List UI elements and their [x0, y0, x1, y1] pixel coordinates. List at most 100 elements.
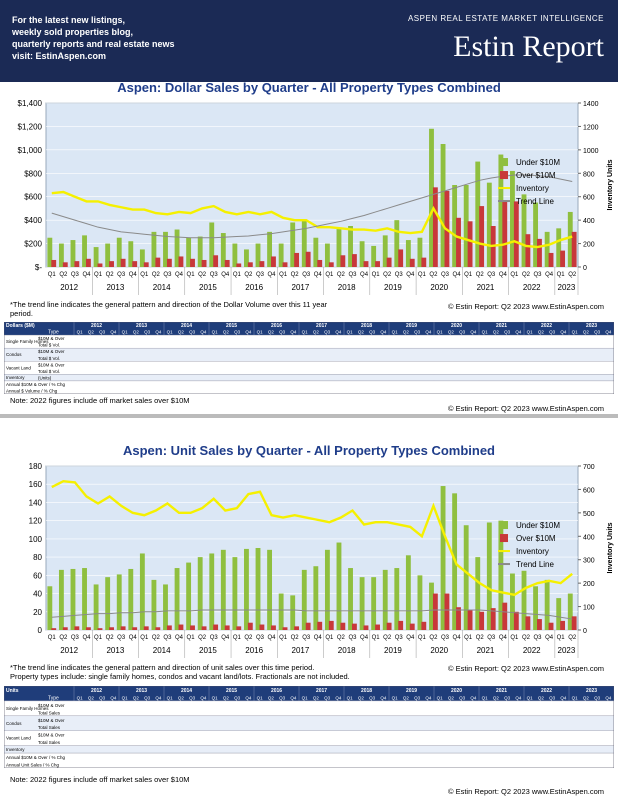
x-tick-label: Q2: [337, 635, 346, 641]
x-tick-label: Q1: [557, 635, 566, 641]
x-tick-label: Q1: [418, 635, 427, 641]
table: Units Type 2012 Q1 Q2 Q3 Q4 2013 Q1 Q2 Q3 Q4 2014 Q1 Q…: [4, 686, 614, 768]
table-year: 2019: [406, 323, 417, 329]
bar: [421, 257, 427, 267]
x-tick-label: Q1: [187, 272, 196, 278]
table-quarter: Q3: [189, 695, 196, 700]
bar: [51, 259, 57, 267]
year-label: 2012: [60, 646, 78, 655]
table-group: Inventory: [6, 375, 25, 380]
bar: [313, 237, 319, 267]
table-quarter: Q4: [245, 330, 252, 335]
bar: [463, 185, 469, 267]
legend-label: Inventory: [516, 184, 549, 193]
x-tick-label: Q1: [325, 635, 334, 641]
table-quarter: Q3: [189, 330, 196, 335]
table-year: 2016: [271, 688, 282, 694]
footnote: Note: 2022 figures include off market sa…: [10, 396, 190, 405]
x-tick-label: Q4: [268, 272, 277, 278]
table-year: 2019: [406, 688, 417, 694]
legend-label: Inventory: [516, 547, 549, 556]
bar: [432, 593, 438, 630]
chart: $- $200 $400 $600 $800 $1,000 $1,200 $1,400 0 200…: [18, 99, 614, 295]
table-quarter: Q1: [257, 695, 264, 700]
bar: [417, 575, 423, 630]
y-tick-label: 0: [38, 626, 43, 635]
y2-tick-label: 300: [583, 558, 595, 565]
bar: [571, 616, 577, 630]
year-label: 2020: [430, 646, 448, 655]
bar: [525, 616, 531, 630]
bar: [232, 557, 238, 630]
bar: [409, 258, 415, 267]
table-quarter: Q2: [358, 695, 365, 700]
bar: [236, 263, 242, 267]
year-label: 2015: [199, 283, 217, 292]
bar: [301, 569, 307, 630]
year-label: 2018: [338, 283, 356, 292]
bar: [247, 622, 253, 630]
bar: [486, 182, 492, 267]
table-quarter: Q1: [437, 330, 444, 335]
table-group: Condos: [6, 721, 22, 726]
plot-area: [45, 465, 579, 631]
bar: [259, 261, 265, 267]
bar: [201, 626, 207, 630]
bar: [151, 579, 157, 630]
table-quarter: Q1: [572, 695, 579, 700]
bar: [271, 625, 276, 630]
bar: [533, 586, 539, 630]
table-item: (Units): [38, 375, 52, 380]
bar: [475, 161, 481, 267]
bar: [132, 627, 138, 630]
table-row-bg: [4, 347, 614, 362]
bar: [271, 256, 276, 267]
y2-axis-label: Inventory Units: [607, 522, 614, 573]
table-type: Type: [48, 695, 59, 701]
bar: [537, 238, 542, 267]
x-tick-label: Q2: [152, 272, 161, 278]
y-tick-label: $-: [35, 263, 42, 272]
table: Dollars ($M) Type 2012 Q1 Q2 Q3 Q4 2013 Q1 Q2 Q3 Q4…: [4, 322, 614, 394]
bar: [348, 226, 353, 267]
year-label: 2013: [106, 646, 124, 655]
table-quarter: Q4: [290, 330, 297, 335]
table-quarter: Q1: [212, 695, 219, 700]
table-row-bg: [4, 745, 614, 754]
table-quarter: Q2: [88, 695, 95, 700]
copyright: © Estin Report: Q2 2023 www.EstinAspen.c…: [447, 787, 604, 796]
x-tick-label: Q3: [256, 272, 265, 278]
bar: [255, 548, 261, 630]
bar: [278, 593, 284, 630]
bar: [220, 549, 226, 630]
bar: [421, 621, 427, 630]
table-quarter: Q4: [515, 330, 522, 335]
bar: [51, 628, 57, 630]
table-row-bg: [4, 380, 614, 394]
table-quarter: Q4: [155, 695, 162, 700]
x-tick-label: Q4: [175, 635, 184, 641]
x-tick-label: Q3: [441, 635, 450, 641]
table-quarter: Q3: [234, 330, 241, 335]
bar: [174, 568, 180, 630]
bar: [510, 573, 515, 630]
bar: [139, 249, 145, 267]
table-quarter: Q2: [493, 330, 500, 335]
bar: [456, 607, 461, 630]
y2-tick-label: 0: [583, 628, 587, 635]
y-tick-label: 80: [33, 553, 42, 562]
bar: [128, 241, 134, 267]
bar: [317, 259, 323, 267]
year-label: 2021: [477, 646, 495, 655]
table-quarter: Q3: [459, 330, 466, 335]
table-quarter: Q1: [572, 330, 579, 335]
table-row-bg: [4, 715, 614, 731]
table-quarter: Q4: [200, 695, 207, 700]
x-tick-label: Q3: [441, 272, 450, 278]
table-year: 2018: [361, 688, 372, 694]
year-label: 2013: [106, 283, 124, 292]
bar: [567, 593, 573, 630]
table-quarter: Q1: [302, 330, 309, 335]
bar: [548, 252, 554, 267]
table-quarter: Q3: [594, 695, 601, 700]
